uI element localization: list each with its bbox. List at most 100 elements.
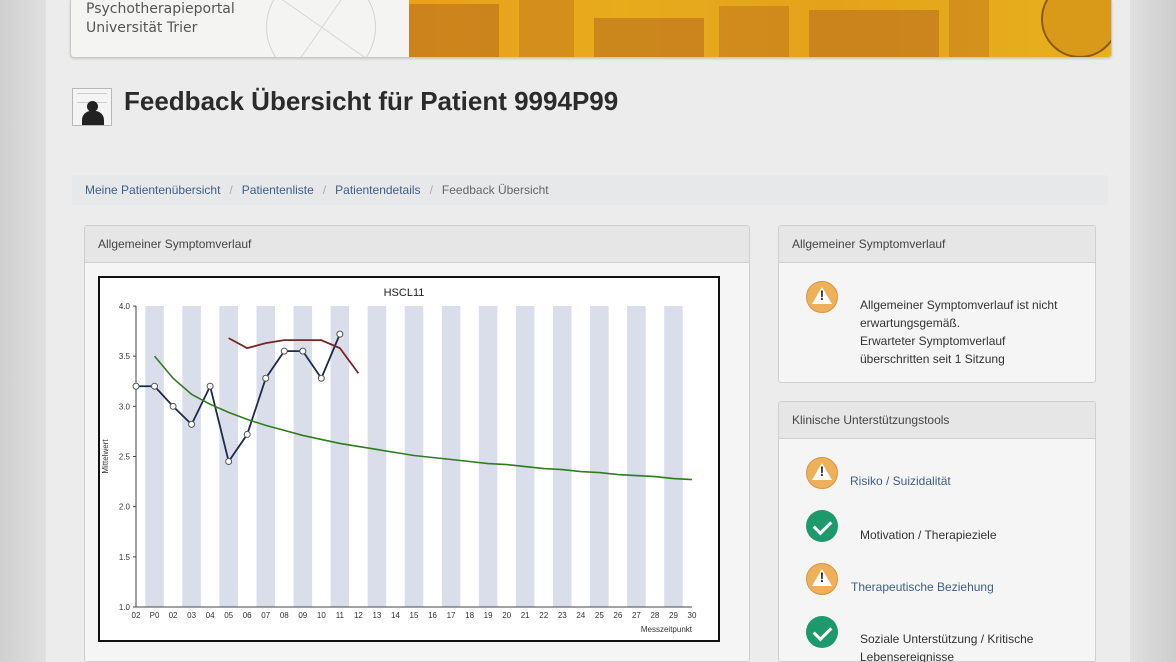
chart-x-tick-label: 09 (298, 611, 307, 620)
university-banner-image (409, 0, 1111, 57)
chart-grid-band (441, 306, 461, 607)
chart-grid-band (367, 306, 387, 607)
hscl11-chart[interactable]: HSCL11 1.0 1.5 2.0 2.5 3.0 3.5 4.0 02 P0 02 03 04 05 0… (98, 276, 720, 642)
breadcrumb-separator: / (322, 183, 327, 197)
chart-y-tick-label: 3.5 (119, 352, 131, 361)
chart-grid-band (627, 306, 646, 607)
chart-y-tick-label: 4.0 (119, 302, 131, 311)
chart-data-point (169, 402, 177, 410)
chart-x-axis-label: Messzeitpunkt (641, 625, 693, 634)
chart-data-point (151, 382, 159, 390)
chart-grid-band (404, 306, 424, 607)
chart-series-line (136, 333, 341, 464)
chart-x-tick-label: 14 (391, 611, 400, 620)
chart-x-tick-label: 02 (132, 611, 141, 620)
chart-grid-band (256, 306, 275, 607)
chart-grid-band (330, 306, 350, 607)
header-banner: Psychotherapieportal Universität Trier (70, 0, 1112, 58)
chart-x-tick-label: 07 (261, 611, 270, 620)
chart-series-line (153, 355, 693, 481)
chart-x-tick-label: 29 (669, 611, 678, 620)
warning-icon (806, 457, 838, 489)
panel-title: Allgemeiner Symptomverlauf (779, 226, 1095, 263)
warning-icon (806, 281, 838, 313)
compass-logo-icon (266, 0, 376, 57)
tool-risk-suicidality-link[interactable]: Risiko / Suizidalität (850, 474, 951, 488)
tool-motivation-label: Motivation / Therapieziele (860, 528, 997, 542)
chart-x-tick-label: 15 (410, 611, 419, 620)
chart-x-tick-label: 10 (317, 611, 326, 620)
chart-grid-band (293, 306, 313, 607)
breadcrumb-patient-details[interactable]: Patientendetails (335, 183, 421, 197)
tool-social-support-label-line2: Lebensereignisse (860, 650, 955, 662)
chart-grid-band (182, 306, 201, 607)
panel-title: Klinische Unterstützungstools (779, 402, 1095, 439)
chart-series-line (228, 337, 360, 374)
chart-y-tick-label: 1.5 (119, 553, 131, 562)
patient-icon (72, 88, 112, 126)
chart-x-tick-label: 17 (447, 611, 456, 620)
breadcrumb-patient-overview[interactable]: Meine Patientenübersicht (85, 183, 221, 197)
chart-data-point (188, 420, 196, 428)
breadcrumb-patient-list[interactable]: Patientenliste (241, 183, 314, 197)
chart-data-point (280, 347, 288, 355)
chart-x-tick-label: 02 (169, 611, 178, 620)
alert-line: überschritten seit 1 Sitzung (860, 352, 1005, 366)
alert-line: Allgemeiner Symptomverlauf ist nicht (860, 298, 1058, 312)
check-icon (806, 510, 838, 542)
background-right (1130, 0, 1176, 662)
chart-x-tick-label: 30 (688, 611, 697, 620)
chart-grid-band (590, 306, 609, 607)
warning-icon (806, 563, 838, 595)
alert-line: erwartungsgemäß. (860, 316, 961, 330)
chart-y-tick-label: 1.0 (119, 603, 131, 612)
check-icon (806, 616, 838, 648)
portal-name-line2: Universität Trier (86, 20, 198, 36)
chart-data-point (206, 382, 214, 390)
chart-grid-band (145, 306, 164, 607)
chart-y-tick-label: 3.0 (119, 402, 131, 411)
chart-x-tick-label: 19 (484, 611, 493, 620)
chart-y-tick-label: 2.0 (119, 503, 131, 512)
chart-x-tick-label: 11 (336, 611, 345, 620)
chart-x-tick-label: 21 (521, 611, 530, 620)
chart-x-tick-label: 27 (632, 611, 641, 620)
portal-name-line1: Psychotherapieportal (86, 1, 235, 17)
chart-title: HSCL11 (384, 287, 425, 299)
university-seal-icon (1041, 0, 1111, 57)
chart-data-point (132, 382, 140, 390)
portal-name[interactable]: Psychotherapieportal Universität Trier (86, 0, 235, 38)
chart-grid-band (515, 306, 535, 607)
chart-x-tick-label: 25 (595, 611, 604, 620)
chart-x-tick-label: 16 (428, 611, 437, 620)
chart-x-tick-label: 26 (613, 611, 622, 620)
chart-grid-band (553, 306, 572, 607)
page-title: Feedback Übersicht für Patient 9994P99 (124, 86, 619, 116)
chart-x-tick-label: 03 (187, 611, 196, 620)
alert-message: Allgemeiner Symptomverlauf ist nicht erw… (860, 296, 1090, 368)
tool-therapeutic-relationship-link[interactable]: Therapeutische Beziehung (851, 580, 994, 594)
chart-grid-band (664, 306, 683, 607)
breadcrumb: Meine Patientenübersicht / Patientenliste /… (72, 175, 1108, 205)
chart-data-point (225, 458, 233, 466)
chart-x-tick-label: 22 (539, 611, 548, 620)
chart-grid-band (478, 306, 498, 607)
page: Psychotherapieportal Universität Trier F… (46, 0, 1130, 662)
chart-x-tick-label: 13 (372, 611, 381, 620)
chart-grid-band (219, 306, 238, 607)
chart-x-tick-label: 12 (354, 611, 363, 620)
chart-svg: HSCL11 1.0 1.5 2.0 2.5 3.0 3.5 4.0 02 P0 02 03 04 05 0… (101, 287, 697, 634)
chart-x-tick-label: 24 (576, 611, 585, 620)
chart-x-tick-label: 28 (650, 611, 659, 620)
chart-data-point (243, 430, 251, 438)
panel-title: Allgemeiner Symptomverlauf (85, 226, 749, 263)
chart-data-point (299, 347, 307, 355)
chart-data-point (336, 330, 344, 338)
breadcrumb-separator: / (429, 183, 433, 197)
chart-y-tick-label: 2.5 (119, 453, 131, 462)
breadcrumb-separator: / (229, 183, 233, 197)
chart-data-point (317, 374, 325, 382)
chart-x-tick-label: 20 (502, 611, 511, 620)
chart-x-tick-label: 18 (465, 611, 474, 620)
chart-data-point (262, 374, 270, 382)
